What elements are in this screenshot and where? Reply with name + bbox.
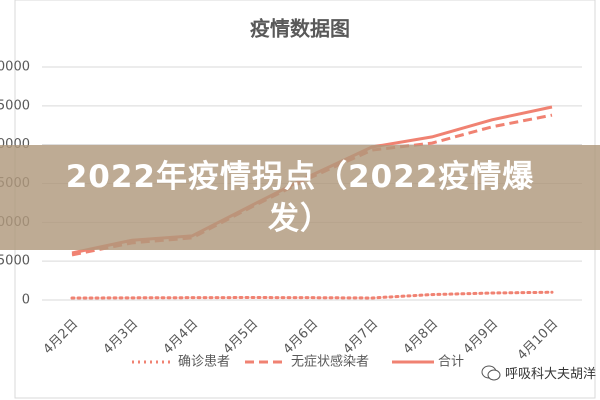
- x-tick-label: 4月7日: [341, 317, 382, 358]
- x-tick-label: 4月3日: [101, 317, 142, 358]
- banner: 2022年疫情拐点（2022疫情爆发）: [0, 145, 600, 250]
- x-tick-label: 4月8日: [401, 317, 442, 358]
- wechat-icon: [481, 365, 501, 380]
- y-tick-label: 5000: [0, 254, 30, 269]
- series-line: [70, 290, 554, 300]
- banner-text: 2022年疫情拐点（2022疫情爆发）: [65, 158, 535, 237]
- legend-label: 合计: [438, 355, 464, 370]
- legend-label: 无症状感染者: [291, 354, 369, 370]
- watermark: 呼吸科大夫胡洋: [481, 363, 596, 382]
- watermark-text: 呼吸科大夫胡洋: [504, 367, 596, 382]
- y-tick-label: 25000: [0, 98, 30, 113]
- chart-title: 疫情数据图: [250, 17, 350, 41]
- x-tick-label: 4月4日: [161, 317, 202, 358]
- legend-label: 确诊患者: [178, 355, 230, 370]
- x-tick-label: 4月5日: [221, 317, 262, 358]
- y-tick-label: 30000: [0, 60, 30, 75]
- x-tick-label: 4月9日: [461, 317, 502, 358]
- x-tick-label: 4月10日: [515, 317, 562, 364]
- x-tick-label: 4月6日: [281, 317, 322, 358]
- y-tick-label: 0: [22, 293, 30, 308]
- x-tick-label: 4月2日: [41, 317, 82, 358]
